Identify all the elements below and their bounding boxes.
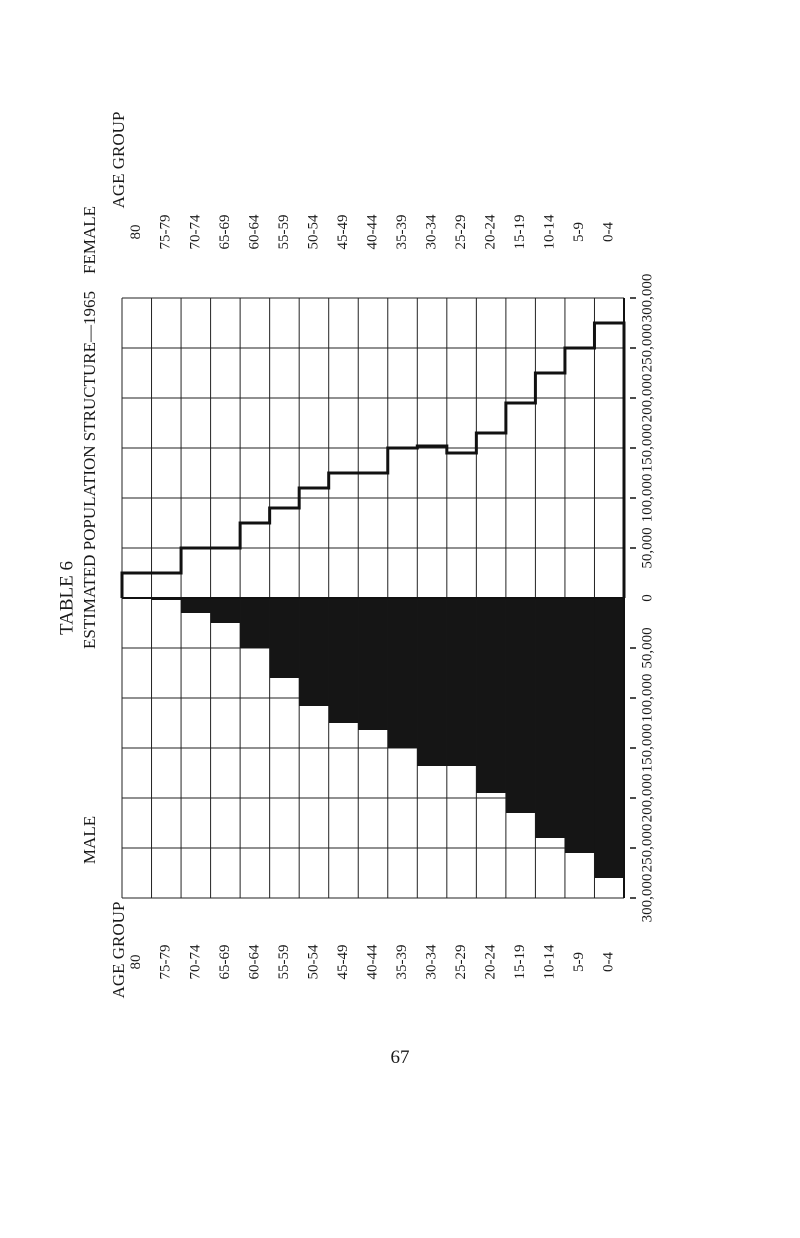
age-group-labels: 0-4 0-4 5-9 5-9 10-14 10-14 15-19 15-19 20-24 20-… bbox=[128, 214, 616, 979]
age-group-label-female: 25-29 bbox=[453, 215, 469, 250]
male-bar bbox=[535, 598, 565, 838]
age-group-label-male: 80 bbox=[128, 955, 144, 970]
male-bar bbox=[387, 598, 418, 748]
age-group-label-male: 55-59 bbox=[276, 945, 292, 980]
male-label: MALE bbox=[80, 816, 99, 864]
chart-axes bbox=[122, 298, 625, 898]
male-bars bbox=[122, 598, 624, 878]
age-group-label-male: 5-9 bbox=[571, 952, 587, 972]
female-label: FEMALE bbox=[80, 206, 99, 274]
age-group-label-male: 10-14 bbox=[542, 944, 558, 979]
male-bar bbox=[594, 598, 624, 878]
table-label: TABLE 6 bbox=[56, 561, 77, 635]
age-group-label-male: 15-19 bbox=[512, 945, 528, 980]
male-bar bbox=[299, 598, 329, 706]
male-bar bbox=[358, 598, 388, 730]
tick-label-male: 250,000 bbox=[639, 824, 655, 873]
tick-label-female: 250,000 bbox=[639, 324, 655, 373]
age-group-heading-top: AGE GROUP bbox=[109, 112, 128, 209]
age-group-label-female: 5-9 bbox=[571, 222, 587, 242]
male-bar bbox=[269, 598, 300, 678]
age-group-label-female: 20-24 bbox=[483, 214, 499, 249]
page-number: 67 bbox=[390, 1047, 410, 1068]
age-group-label-female: 70-74 bbox=[187, 214, 203, 249]
age-group-label-female: 35-39 bbox=[394, 215, 410, 250]
male-bar bbox=[417, 598, 447, 766]
age-group-label-male: 60-64 bbox=[246, 944, 262, 979]
age-group-label-female: 30-34 bbox=[423, 214, 439, 249]
age-group-label-male: 25-29 bbox=[453, 945, 469, 980]
female-bar-outline bbox=[120, 321, 626, 598]
age-group-label-female: 45-49 bbox=[335, 215, 351, 250]
age-group-label-male: 45-49 bbox=[335, 945, 351, 980]
age-group-label-male: 65-69 bbox=[217, 945, 233, 980]
male-bar bbox=[505, 598, 536, 813]
age-group-label-female: 60-64 bbox=[246, 214, 262, 249]
tick-label-female: 300,000 bbox=[639, 274, 655, 323]
male-bar bbox=[476, 598, 506, 793]
tick-label-male: 300,000 bbox=[639, 874, 655, 923]
tick-label-male: 100,000 bbox=[639, 674, 655, 723]
tick-label-female: 200,000 bbox=[639, 374, 655, 423]
male-bar bbox=[328, 598, 359, 723]
age-group-label-female: 40-44 bbox=[364, 214, 380, 249]
age-group-label-male: 50-54 bbox=[305, 944, 321, 979]
age-group-label-male: 0-4 bbox=[601, 952, 617, 972]
age-group-label-male: 40-44 bbox=[364, 944, 380, 979]
age-group-label-male: 70-74 bbox=[187, 944, 203, 979]
tick-label-male: 150,000 bbox=[639, 724, 655, 773]
male-bar bbox=[446, 598, 477, 766]
chart-title: ESTIMATED POPULATION STRUCTURE—1965 bbox=[80, 291, 99, 649]
age-group-label-male: 20-24 bbox=[483, 944, 499, 979]
male-bar bbox=[564, 598, 595, 853]
age-group-label-female: 10-14 bbox=[542, 214, 558, 249]
male-bar bbox=[181, 598, 211, 613]
tick-label-male: 200,000 bbox=[639, 774, 655, 823]
age-group-label-male: 75-79 bbox=[158, 945, 174, 980]
male-bar bbox=[210, 598, 241, 623]
female-bars bbox=[120, 321, 626, 598]
axis-tick-labels: 050,00050,000100,000100,000150,000150,00… bbox=[630, 274, 655, 923]
age-group-label-female: 55-59 bbox=[276, 215, 292, 250]
age-group-label-female: 75-79 bbox=[158, 215, 174, 250]
age-group-heading-bottom: AGE GROUP bbox=[109, 902, 128, 999]
age-group-label-female: 50-54 bbox=[305, 214, 321, 249]
tick-label-male: 50,000 bbox=[639, 627, 655, 668]
tick-label-zero: 0 bbox=[639, 594, 655, 602]
age-group-label-female: 80 bbox=[128, 225, 144, 240]
age-group-label-female: 65-69 bbox=[217, 215, 233, 250]
tick-label-female: 100,000 bbox=[639, 474, 655, 523]
tick-label-female: 50,000 bbox=[639, 527, 655, 568]
chart-titles: TABLE 6 ESTIMATED POPULATION STRUCTURE—19… bbox=[56, 112, 128, 999]
age-group-label-female: 15-19 bbox=[512, 215, 528, 250]
age-group-label-female: 0-4 bbox=[601, 222, 617, 242]
tick-label-female: 150,000 bbox=[639, 424, 655, 473]
age-group-label-male: 35-39 bbox=[394, 945, 410, 980]
age-group-label-male: 30-34 bbox=[423, 944, 439, 979]
male-bar bbox=[240, 598, 270, 648]
